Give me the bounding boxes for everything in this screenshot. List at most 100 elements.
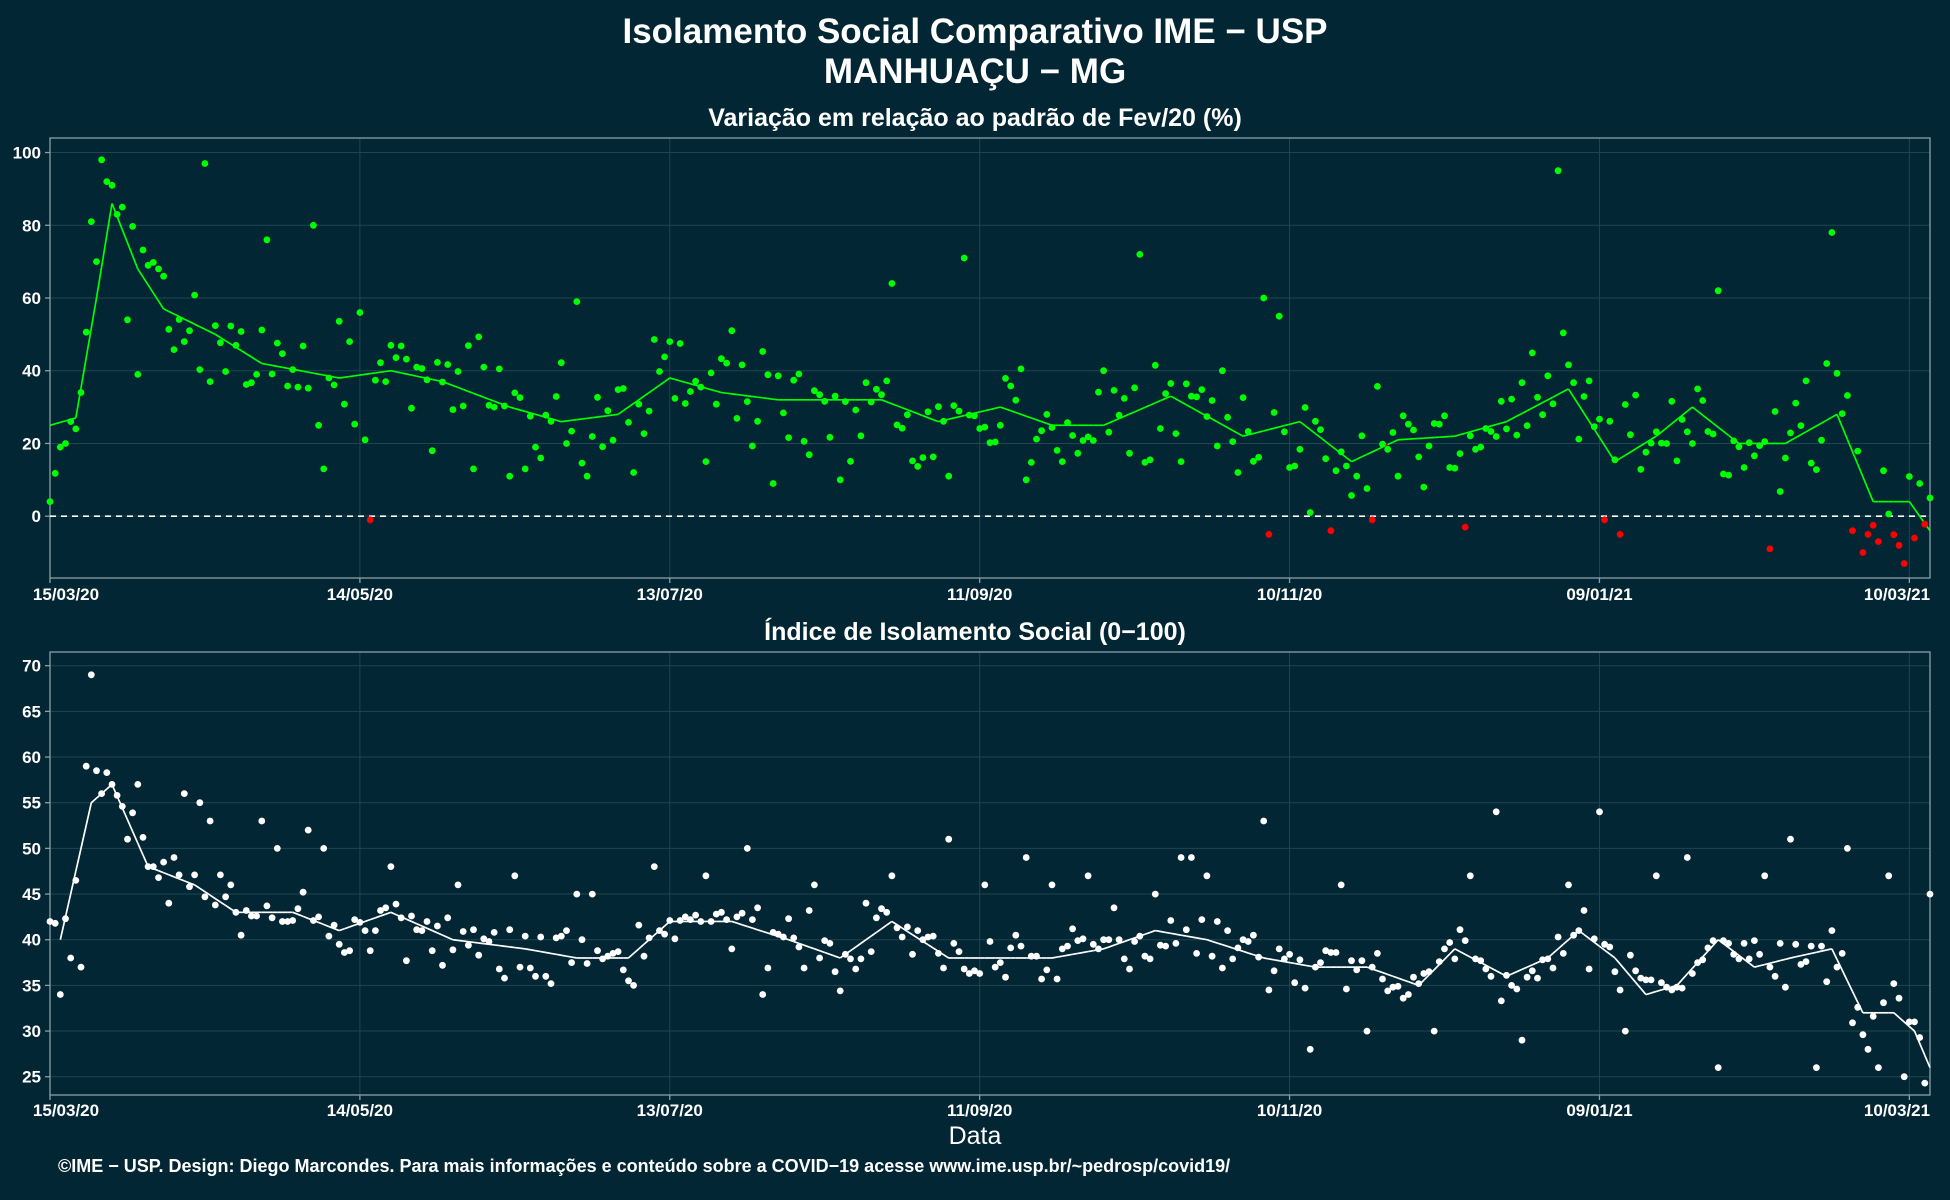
variation-point bbox=[1828, 229, 1836, 236]
moving-average-segment bbox=[1062, 954, 1068, 957]
footer-credit: ©IME − USP. Design: Diego Marcondes. Par… bbox=[58, 1156, 1231, 1176]
moving-average-segment bbox=[411, 920, 418, 925]
variation-point bbox=[1694, 385, 1701, 393]
moving-average-segment bbox=[1490, 423, 1497, 427]
index-point bbox=[650, 863, 658, 870]
moving-average-segment bbox=[380, 913, 386, 917]
index-point bbox=[1435, 958, 1443, 965]
variation-point bbox=[1549, 400, 1557, 408]
moving-average-segment bbox=[535, 949, 541, 953]
variation-point bbox=[165, 325, 173, 333]
variation-point bbox=[279, 350, 286, 357]
moving-average-segment bbox=[752, 927, 758, 931]
variation-point bbox=[965, 411, 973, 419]
index-point bbox=[1621, 1027, 1629, 1035]
moving-average-segment bbox=[163, 308, 170, 313]
index-point bbox=[242, 907, 250, 914]
index-point bbox=[1678, 984, 1686, 992]
moving-average-segment bbox=[1862, 476, 1869, 490]
moving-average-segment bbox=[1728, 946, 1735, 953]
chart-title: Isolamento Social Comparativo IME − USP bbox=[622, 12, 1328, 51]
moving-average-segment bbox=[1366, 451, 1373, 456]
variation-point bbox=[175, 316, 183, 323]
variation-point bbox=[1275, 312, 1283, 320]
variation-point bbox=[1668, 397, 1676, 405]
moving-average-segment bbox=[731, 920, 738, 924]
index-point bbox=[1415, 980, 1423, 987]
index-point bbox=[82, 762, 90, 770]
variation-point bbox=[630, 469, 637, 476]
index-point bbox=[1854, 1003, 1862, 1011]
moving-average-segment bbox=[189, 320, 195, 325]
moving-average-segment bbox=[1227, 945, 1234, 949]
variation-point bbox=[1621, 401, 1629, 408]
moving-average-segment bbox=[416, 922, 423, 927]
moving-average-segment bbox=[948, 417, 955, 421]
variation-point bbox=[671, 395, 679, 402]
variation-point bbox=[366, 516, 374, 524]
variation-point bbox=[253, 371, 260, 378]
moving-average-segment bbox=[1154, 399, 1161, 404]
moving-average-segment bbox=[1294, 420, 1301, 424]
variation-point bbox=[909, 457, 916, 465]
moving-average-segment bbox=[855, 942, 862, 948]
moving-average-segment bbox=[881, 399, 888, 403]
variation-point bbox=[588, 433, 596, 440]
moving-average-segment bbox=[380, 370, 386, 374]
moving-average-segment bbox=[1454, 433, 1461, 437]
variation-point bbox=[1534, 393, 1541, 401]
moving-average-segment bbox=[1557, 390, 1564, 396]
index-point bbox=[935, 950, 942, 957]
index-point bbox=[1172, 940, 1180, 947]
moving-average-segment bbox=[1124, 938, 1130, 943]
variation-point bbox=[1833, 369, 1841, 377]
index-point bbox=[945, 835, 953, 843]
index-point bbox=[1368, 963, 1376, 971]
index-point bbox=[1782, 983, 1789, 991]
index-point bbox=[397, 914, 405, 922]
moving-average-segment bbox=[447, 382, 454, 387]
index-point bbox=[310, 917, 317, 924]
moving-average-segment bbox=[173, 876, 180, 880]
moving-average-segment bbox=[891, 920, 898, 926]
variation-point bbox=[248, 379, 255, 387]
variation-point bbox=[444, 361, 452, 368]
index-point bbox=[1818, 942, 1825, 950]
index-point bbox=[1559, 950, 1567, 957]
moving-average-segment bbox=[395, 370, 402, 374]
moving-average-segment bbox=[752, 395, 758, 399]
variation-point bbox=[87, 218, 95, 226]
index-point bbox=[1105, 936, 1113, 944]
moving-average-segment bbox=[1279, 424, 1285, 428]
index-point bbox=[790, 934, 798, 942]
index-point bbox=[1844, 845, 1851, 852]
index-point bbox=[175, 871, 183, 879]
moving-average-segment bbox=[1748, 962, 1755, 968]
variation-point bbox=[387, 341, 395, 349]
index-point bbox=[681, 913, 689, 921]
moving-average-segment bbox=[617, 410, 624, 416]
index-point bbox=[1492, 808, 1500, 816]
index-point bbox=[506, 926, 514, 934]
moving-average-segment bbox=[1754, 964, 1760, 968]
index-point bbox=[1673, 983, 1681, 991]
index-point bbox=[1317, 959, 1324, 966]
moving-average-segment bbox=[1186, 935, 1192, 938]
moving-average-segment bbox=[1408, 980, 1414, 985]
moving-average-segment bbox=[762, 396, 769, 400]
index-point bbox=[279, 918, 286, 925]
index-point bbox=[764, 964, 772, 972]
moving-average-segment bbox=[137, 842, 144, 856]
moving-average-segment bbox=[183, 880, 190, 884]
index-point bbox=[661, 930, 668, 938]
variation-point bbox=[408, 404, 415, 412]
variation-point bbox=[1792, 399, 1800, 407]
index-point bbox=[1291, 979, 1299, 987]
index-point bbox=[1296, 956, 1304, 964]
variation-point bbox=[1451, 464, 1459, 472]
index-point bbox=[1554, 933, 1562, 941]
index-point bbox=[1446, 939, 1454, 946]
y-tick-label: 25 bbox=[22, 1068, 41, 1087]
moving-average-segment bbox=[1144, 931, 1151, 936]
moving-average-segment bbox=[685, 381, 691, 385]
